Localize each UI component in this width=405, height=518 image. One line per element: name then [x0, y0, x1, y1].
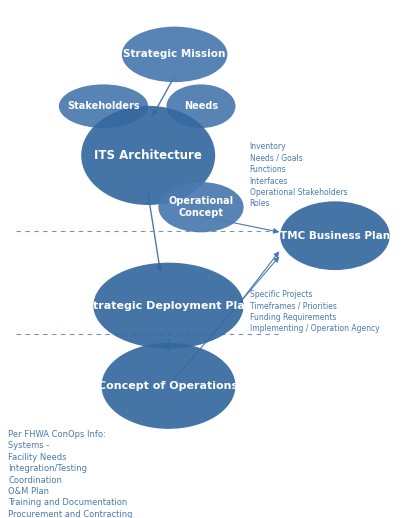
- Text: Training and Documentation: Training and Documentation: [8, 498, 127, 507]
- Text: Funding Requirements: Funding Requirements: [249, 313, 335, 322]
- Text: Operational
Concept: Operational Concept: [168, 196, 233, 218]
- Text: Strategic Deployment Plan: Strategic Deployment Plan: [85, 300, 252, 311]
- Text: Needs: Needs: [183, 101, 217, 111]
- Text: Roles: Roles: [249, 199, 269, 208]
- Text: ITS Architecture: ITS Architecture: [94, 149, 202, 162]
- Text: Per FHWA ConOps Info:: Per FHWA ConOps Info:: [8, 430, 106, 439]
- Text: Coordination: Coordination: [8, 476, 62, 484]
- Text: Stakeholders: Stakeholders: [67, 101, 139, 111]
- Ellipse shape: [158, 182, 243, 232]
- Ellipse shape: [279, 202, 389, 270]
- Text: Strategic Mission: Strategic Mission: [123, 49, 225, 60]
- Text: Facility Needs: Facility Needs: [8, 453, 66, 462]
- Text: Implementing / Operation Agency: Implementing / Operation Agency: [249, 324, 378, 333]
- Ellipse shape: [166, 84, 235, 128]
- Ellipse shape: [122, 26, 227, 82]
- Text: Procurement and Contracting: Procurement and Contracting: [8, 510, 132, 518]
- Text: Timeframes / Priorities: Timeframes / Priorities: [249, 301, 336, 310]
- Text: Operational Stakeholders: Operational Stakeholders: [249, 188, 346, 197]
- Text: Concept of Operations: Concept of Operations: [98, 381, 238, 391]
- Text: Functions: Functions: [249, 165, 286, 174]
- Ellipse shape: [59, 84, 148, 128]
- Text: Inventory: Inventory: [249, 142, 286, 151]
- Text: TMC Business Plan: TMC Business Plan: [279, 231, 389, 241]
- Text: Systems -: Systems -: [8, 441, 49, 450]
- Text: Integration/Testing: Integration/Testing: [8, 464, 87, 473]
- Text: Interfaces: Interfaces: [249, 177, 288, 185]
- Text: Needs / Goals: Needs / Goals: [249, 154, 302, 163]
- Text: Specific Projects: Specific Projects: [249, 290, 311, 299]
- Text: O&M Plan: O&M Plan: [8, 487, 49, 496]
- Ellipse shape: [93, 263, 243, 349]
- Ellipse shape: [81, 106, 215, 205]
- Ellipse shape: [101, 343, 235, 429]
